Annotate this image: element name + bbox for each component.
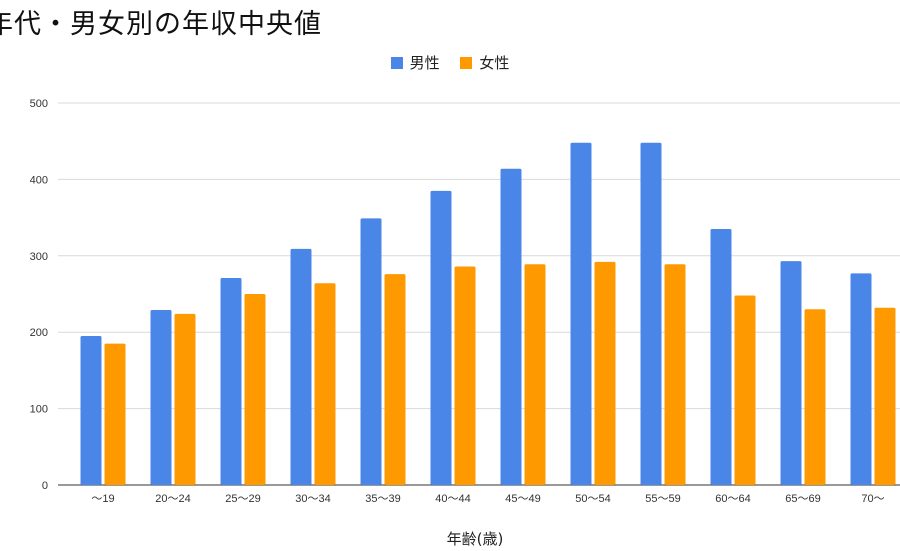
bar-female bbox=[524, 264, 546, 485]
bar-male bbox=[220, 277, 242, 485]
bar-male bbox=[150, 310, 172, 485]
x-tick-label: 45～49 bbox=[505, 493, 540, 505]
bar-female bbox=[174, 313, 196, 485]
chart-title: 年代・男女別の年収中央値 bbox=[0, 9, 322, 40]
bar-male bbox=[360, 218, 382, 485]
y-tick-label: 0 bbox=[42, 480, 48, 492]
bar-male bbox=[570, 142, 592, 485]
bar-male bbox=[640, 142, 662, 485]
y-tick-label: 500 bbox=[30, 98, 48, 110]
x-tick-label: 30～34 bbox=[295, 493, 330, 505]
x-tick-label: 35～39 bbox=[365, 493, 400, 505]
y-tick-label: 400 bbox=[30, 174, 48, 186]
x-axis-title: 年齢(歳) bbox=[446, 530, 504, 548]
bar-female bbox=[384, 274, 406, 485]
bar-female bbox=[874, 307, 896, 485]
bar-female bbox=[594, 261, 616, 485]
bar-female bbox=[804, 309, 826, 485]
x-tick-label: 50～54 bbox=[575, 493, 610, 505]
legend-label-female: 女性 bbox=[479, 54, 510, 72]
x-tick-label: 60～64 bbox=[715, 493, 750, 505]
y-tick-label: 200 bbox=[30, 327, 48, 339]
y-tick-label: 300 bbox=[30, 251, 48, 263]
bar-male bbox=[500, 168, 522, 486]
x-tick-label: 70～ bbox=[861, 493, 884, 505]
bar-female bbox=[664, 264, 686, 485]
y-tick-label: 100 bbox=[30, 404, 48, 416]
x-tick-label: 40～44 bbox=[435, 493, 470, 505]
x-tick-label: 55～59 bbox=[645, 493, 680, 505]
bar-female bbox=[314, 283, 336, 485]
bar-male bbox=[780, 261, 802, 485]
x-tick-label: ～19 bbox=[91, 493, 114, 505]
bar-female bbox=[734, 295, 756, 485]
bar-male bbox=[80, 336, 102, 485]
bar-female bbox=[104, 343, 126, 485]
legend: 男性 女性 bbox=[0, 52, 900, 73]
legend-swatch-male bbox=[390, 56, 403, 69]
bar-male bbox=[710, 229, 732, 485]
x-tick-label: 25～29 bbox=[225, 493, 260, 505]
bar-female bbox=[454, 266, 476, 485]
bar-male bbox=[850, 273, 872, 485]
legend-item-female[interactable]: 女性 bbox=[460, 52, 509, 73]
legend-item-male[interactable]: 男性 bbox=[390, 52, 440, 73]
bar-male bbox=[430, 190, 452, 486]
legend-swatch-female bbox=[460, 56, 473, 69]
bar-male bbox=[290, 248, 312, 485]
x-tick-label: 20～24 bbox=[155, 493, 190, 505]
x-tick-label: 65～69 bbox=[785, 493, 820, 505]
legend-label-male: 男性 bbox=[409, 54, 440, 72]
bar-female bbox=[244, 294, 266, 485]
